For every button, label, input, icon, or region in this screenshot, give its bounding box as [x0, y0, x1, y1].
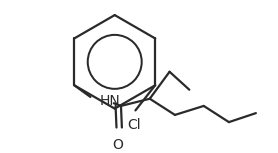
- Text: HN: HN: [100, 94, 120, 108]
- Text: O: O: [112, 138, 123, 152]
- Text: Cl: Cl: [127, 118, 140, 132]
